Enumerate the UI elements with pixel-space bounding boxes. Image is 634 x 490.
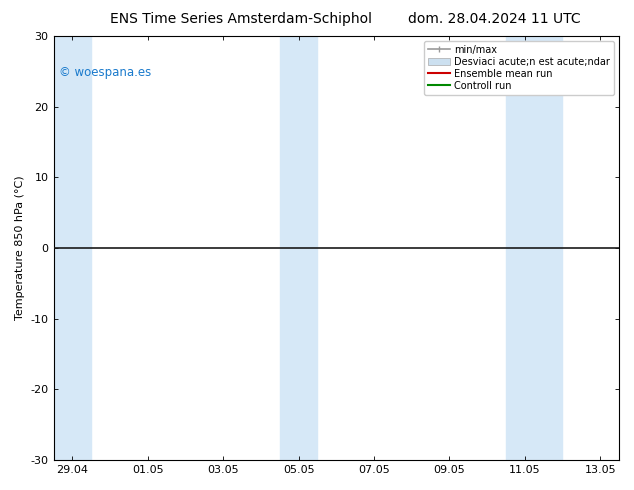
Text: © woespana.es: © woespana.es <box>59 66 152 79</box>
Bar <box>53 36 91 460</box>
Legend: min/max, Desviaci acute;n est acute;ndar, Ensemble mean run, Controll run: min/max, Desviaci acute;n est acute;ndar… <box>424 41 614 95</box>
Y-axis label: Temperature 850 hPa (°C): Temperature 850 hPa (°C) <box>15 176 25 320</box>
Bar <box>506 36 562 460</box>
Text: ENS Time Series Amsterdam-Schiphol: ENS Time Series Amsterdam-Schiphol <box>110 12 372 26</box>
Text: dom. 28.04.2024 11 UTC: dom. 28.04.2024 11 UTC <box>408 12 581 26</box>
Bar <box>280 36 318 460</box>
